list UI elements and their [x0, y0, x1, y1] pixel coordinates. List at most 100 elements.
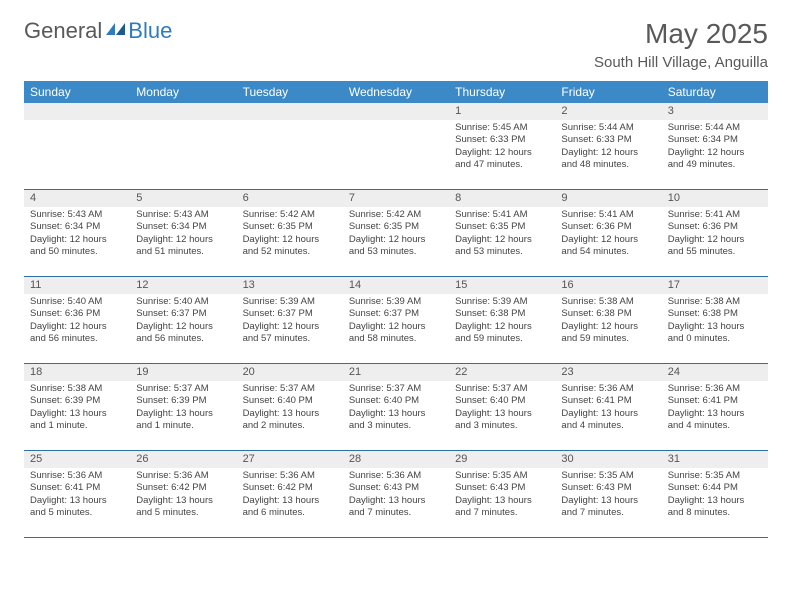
day-body: Sunrise: 5:37 AMSunset: 6:40 PMDaylight:… — [237, 381, 343, 436]
day-cell: 25Sunrise: 5:36 AMSunset: 6:41 PMDayligh… — [24, 451, 130, 537]
day-cell: 21Sunrise: 5:37 AMSunset: 6:40 PMDayligh… — [343, 364, 449, 450]
sunrise-text: Sunrise: 5:42 AM — [243, 209, 337, 221]
sunrise-text: Sunrise: 5:42 AM — [349, 209, 443, 221]
sunset-text: Sunset: 6:35 PM — [243, 221, 337, 233]
sunset-text: Sunset: 6:38 PM — [668, 308, 762, 320]
day-body: Sunrise: 5:45 AMSunset: 6:33 PMDaylight:… — [449, 120, 555, 175]
sunrise-text: Sunrise: 5:38 AM — [561, 296, 655, 308]
sunrise-text: Sunrise: 5:41 AM — [668, 209, 762, 221]
sunrise-text: Sunrise: 5:41 AM — [455, 209, 549, 221]
day-number: 7 — [343, 190, 449, 207]
location: South Hill Village, Anguilla — [594, 54, 768, 71]
daylight-text: Daylight: 12 hours and 59 minutes. — [561, 321, 655, 346]
daylight-text: Daylight: 13 hours and 5 minutes. — [30, 495, 124, 520]
sunrise-text: Sunrise: 5:36 AM — [136, 470, 230, 482]
day-number: 8 — [449, 190, 555, 207]
sunset-text: Sunset: 6:34 PM — [30, 221, 124, 233]
daylight-text: Daylight: 13 hours and 4 minutes. — [561, 408, 655, 433]
week-row: 1Sunrise: 5:45 AMSunset: 6:33 PMDaylight… — [24, 103, 768, 190]
sunrise-text: Sunrise: 5:36 AM — [668, 383, 762, 395]
day-cell: 17Sunrise: 5:38 AMSunset: 6:38 PMDayligh… — [662, 277, 768, 363]
day-cell: 26Sunrise: 5:36 AMSunset: 6:42 PMDayligh… — [130, 451, 236, 537]
day-cell: 11Sunrise: 5:40 AMSunset: 6:36 PMDayligh… — [24, 277, 130, 363]
sunrise-text: Sunrise: 5:40 AM — [30, 296, 124, 308]
day-number: 1 — [449, 103, 555, 120]
day-cell: 20Sunrise: 5:37 AMSunset: 6:40 PMDayligh… — [237, 364, 343, 450]
day-body — [343, 120, 449, 126]
daylight-text: Daylight: 12 hours and 58 minutes. — [349, 321, 443, 346]
daylight-text: Daylight: 13 hours and 8 minutes. — [668, 495, 762, 520]
day-header: Tuesday — [237, 81, 343, 103]
sunrise-text: Sunrise: 5:35 AM — [668, 470, 762, 482]
day-cell: 15Sunrise: 5:39 AMSunset: 6:38 PMDayligh… — [449, 277, 555, 363]
day-cell: 29Sunrise: 5:35 AMSunset: 6:43 PMDayligh… — [449, 451, 555, 537]
sunset-text: Sunset: 6:38 PM — [561, 308, 655, 320]
day-number — [343, 103, 449, 120]
day-cell — [24, 103, 130, 189]
day-body: Sunrise: 5:39 AMSunset: 6:38 PMDaylight:… — [449, 294, 555, 349]
sunrise-text: Sunrise: 5:35 AM — [561, 470, 655, 482]
sunset-text: Sunset: 6:33 PM — [455, 134, 549, 146]
day-cell: 27Sunrise: 5:36 AMSunset: 6:42 PMDayligh… — [237, 451, 343, 537]
day-cell: 3Sunrise: 5:44 AMSunset: 6:34 PMDaylight… — [662, 103, 768, 189]
daylight-text: Daylight: 12 hours and 50 minutes. — [30, 234, 124, 259]
day-number: 16 — [555, 277, 661, 294]
sunset-text: Sunset: 6:43 PM — [349, 482, 443, 494]
day-body: Sunrise: 5:37 AMSunset: 6:40 PMDaylight:… — [343, 381, 449, 436]
sunset-text: Sunset: 6:41 PM — [668, 395, 762, 407]
day-number: 29 — [449, 451, 555, 468]
day-number: 4 — [24, 190, 130, 207]
day-body: Sunrise: 5:43 AMSunset: 6:34 PMDaylight:… — [130, 207, 236, 262]
day-body: Sunrise: 5:36 AMSunset: 6:42 PMDaylight:… — [237, 468, 343, 523]
day-cell: 10Sunrise: 5:41 AMSunset: 6:36 PMDayligh… — [662, 190, 768, 276]
sunset-text: Sunset: 6:36 PM — [668, 221, 762, 233]
day-cell: 6Sunrise: 5:42 AMSunset: 6:35 PMDaylight… — [237, 190, 343, 276]
daylight-text: Daylight: 13 hours and 7 minutes. — [561, 495, 655, 520]
day-body: Sunrise: 5:36 AMSunset: 6:41 PMDaylight:… — [662, 381, 768, 436]
day-cell: 7Sunrise: 5:42 AMSunset: 6:35 PMDaylight… — [343, 190, 449, 276]
day-body: Sunrise: 5:40 AMSunset: 6:36 PMDaylight:… — [24, 294, 130, 349]
day-cell — [130, 103, 236, 189]
daylight-text: Daylight: 12 hours and 49 minutes. — [668, 147, 762, 172]
sunrise-text: Sunrise: 5:37 AM — [243, 383, 337, 395]
day-number: 13 — [237, 277, 343, 294]
day-cell: 8Sunrise: 5:41 AMSunset: 6:35 PMDaylight… — [449, 190, 555, 276]
daylight-text: Daylight: 13 hours and 3 minutes. — [349, 408, 443, 433]
day-body: Sunrise: 5:44 AMSunset: 6:33 PMDaylight:… — [555, 120, 661, 175]
sunset-text: Sunset: 6:39 PM — [30, 395, 124, 407]
day-cell: 30Sunrise: 5:35 AMSunset: 6:43 PMDayligh… — [555, 451, 661, 537]
sunset-text: Sunset: 6:37 PM — [349, 308, 443, 320]
daylight-text: Daylight: 12 hours and 56 minutes. — [30, 321, 124, 346]
day-number: 25 — [24, 451, 130, 468]
daylight-text: Daylight: 12 hours and 59 minutes. — [455, 321, 549, 346]
title-block: May 2025 South Hill Village, Anguilla — [594, 18, 768, 71]
day-number: 10 — [662, 190, 768, 207]
sunrise-text: Sunrise: 5:40 AM — [136, 296, 230, 308]
day-body: Sunrise: 5:39 AMSunset: 6:37 PMDaylight:… — [237, 294, 343, 349]
calendar: Sunday Monday Tuesday Wednesday Thursday… — [24, 81, 768, 538]
day-header: Saturday — [662, 81, 768, 103]
sunset-text: Sunset: 6:35 PM — [455, 221, 549, 233]
day-body: Sunrise: 5:35 AMSunset: 6:43 PMDaylight:… — [449, 468, 555, 523]
flag-icon — [106, 21, 126, 42]
daylight-text: Daylight: 13 hours and 0 minutes. — [668, 321, 762, 346]
day-number: 2 — [555, 103, 661, 120]
daylight-text: Daylight: 13 hours and 1 minute. — [30, 408, 124, 433]
day-number: 26 — [130, 451, 236, 468]
day-body: Sunrise: 5:41 AMSunset: 6:35 PMDaylight:… — [449, 207, 555, 262]
daylight-text: Daylight: 13 hours and 4 minutes. — [668, 408, 762, 433]
day-cell: 14Sunrise: 5:39 AMSunset: 6:37 PMDayligh… — [343, 277, 449, 363]
day-body: Sunrise: 5:43 AMSunset: 6:34 PMDaylight:… — [24, 207, 130, 262]
day-cell: 2Sunrise: 5:44 AMSunset: 6:33 PMDaylight… — [555, 103, 661, 189]
day-body: Sunrise: 5:37 AMSunset: 6:40 PMDaylight:… — [449, 381, 555, 436]
daylight-text: Daylight: 12 hours and 52 minutes. — [243, 234, 337, 259]
day-body — [130, 120, 236, 126]
day-body: Sunrise: 5:41 AMSunset: 6:36 PMDaylight:… — [662, 207, 768, 262]
day-number: 3 — [662, 103, 768, 120]
daylight-text: Daylight: 13 hours and 1 minute. — [136, 408, 230, 433]
day-body: Sunrise: 5:44 AMSunset: 6:34 PMDaylight:… — [662, 120, 768, 175]
header: General Blue May 2025 South Hill Village… — [24, 18, 768, 71]
daylight-text: Daylight: 12 hours and 51 minutes. — [136, 234, 230, 259]
day-header: Sunday — [24, 81, 130, 103]
sunrise-text: Sunrise: 5:35 AM — [455, 470, 549, 482]
